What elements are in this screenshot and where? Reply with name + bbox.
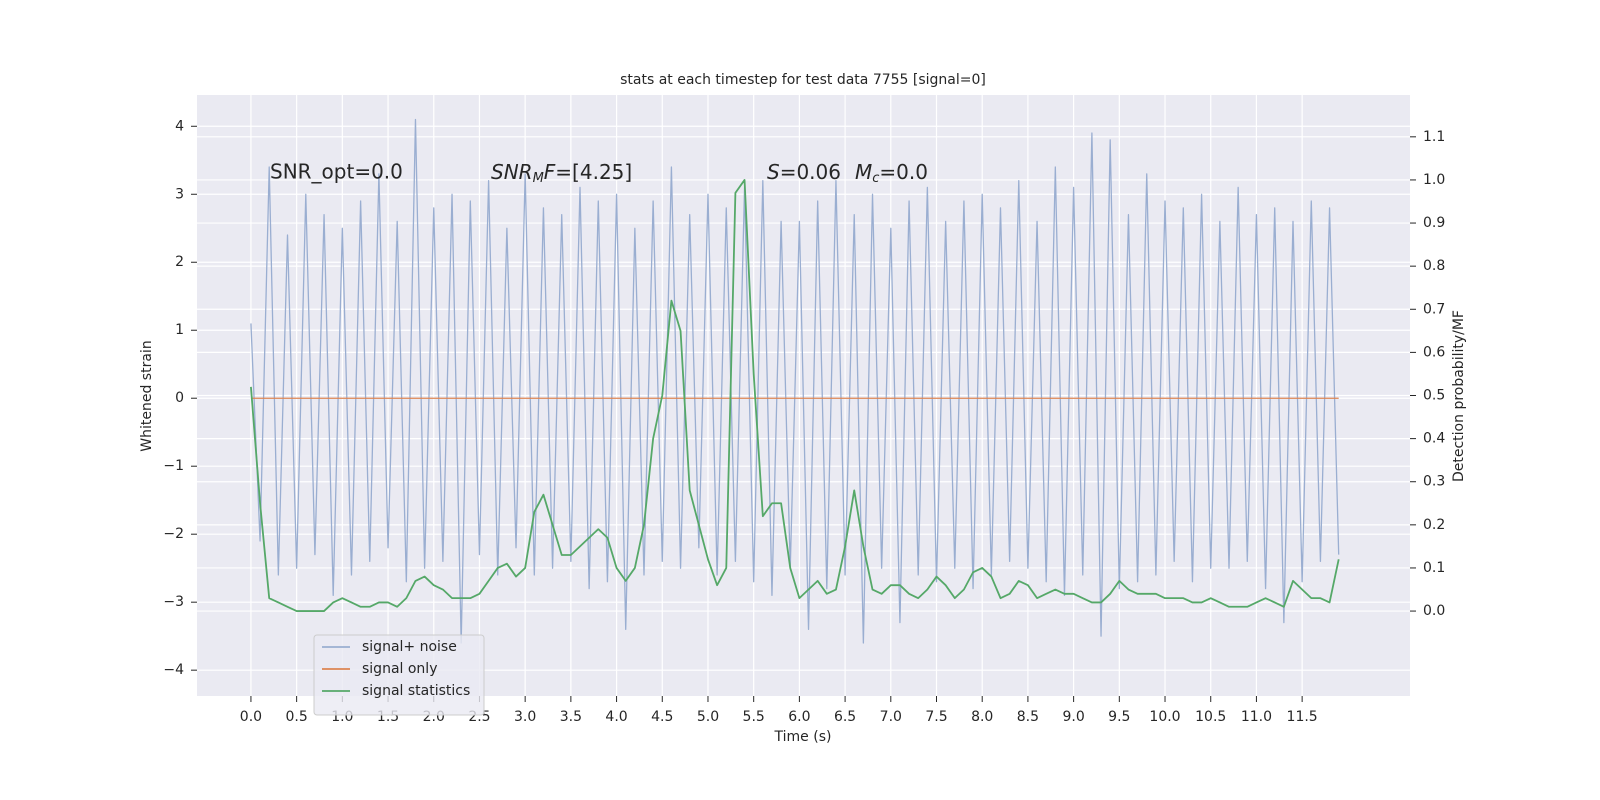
y2-tick-label: 0.6 [1423, 344, 1445, 360]
x-axis-label: Time (s) [774, 729, 832, 745]
annotation: SNR_opt=0.0 [270, 160, 403, 184]
annotation-part: F [544, 160, 556, 184]
y-tick-label: 2 [175, 254, 184, 270]
y2-tick-label: 0.1 [1423, 560, 1445, 576]
x-tick-label: 8.0 [971, 709, 993, 725]
x-tick-label: 5.5 [743, 709, 765, 725]
y2-tick-label: 1.0 [1423, 172, 1445, 188]
y2-tick-label: 0.8 [1423, 258, 1445, 274]
annotation-part: =0.0 [879, 160, 928, 184]
y-axis-label: Whitened strain [139, 340, 155, 451]
y-tick-label: −4 [163, 662, 184, 678]
y2-tick-label: 0.3 [1423, 474, 1445, 490]
y-tick-label: −3 [163, 594, 184, 610]
y2-tick-label: 0.5 [1423, 388, 1445, 404]
y2-tick-label: 1.1 [1423, 129, 1445, 145]
x-tick-label: 10.5 [1195, 709, 1226, 725]
y2-tick-label: 0.9 [1423, 215, 1445, 231]
x-tick-label: 7.5 [925, 709, 947, 725]
legend-label: signal only [362, 661, 437, 677]
x-tick-label: 4.5 [651, 709, 673, 725]
x-tick-label: 0.5 [286, 709, 308, 725]
y2-tick-label: 0.0 [1423, 603, 1445, 619]
annotation-part: =0.06 [780, 160, 841, 184]
y2-tick-label: 0.7 [1423, 301, 1445, 317]
x-tick-label: 11.5 [1287, 709, 1318, 725]
y2-tick-label: 0.4 [1423, 431, 1445, 447]
x-tick-label: 6.0 [788, 709, 810, 725]
annotation-part: M [855, 160, 872, 184]
x-tick-label: 9.5 [1108, 709, 1130, 725]
y2-axis-label: Detection probability/MF [1451, 310, 1467, 482]
annotation-part: =[4.25] [555, 160, 632, 184]
annotation-part: M [533, 171, 544, 186]
legend: signal+ noise signal only signal statistic… [313, 634, 485, 716]
y-tick-label: 0 [175, 390, 184, 406]
x-tick-label: 6.5 [834, 709, 856, 725]
annotation: S=0.06 Mc=0.0 [767, 160, 928, 186]
series-line [250, 118, 1340, 644]
x-tick-label: 5.0 [697, 709, 719, 725]
x-tick-label: 9.0 [1062, 709, 1084, 725]
x-tick-label: 3.0 [514, 709, 536, 725]
y-tick-label: −1 [163, 458, 184, 474]
x-tick-label: 10.0 [1149, 709, 1180, 725]
legend-box [313, 634, 485, 716]
chart-title: stats at each timestep for test data 775… [620, 72, 986, 88]
x-tick-label: 4.0 [605, 709, 627, 725]
y-tick-label: 1 [175, 322, 184, 338]
annotation-part: SNR [491, 160, 533, 184]
legend-label: signal+ noise [362, 639, 457, 655]
y-tick-label: 4 [175, 118, 184, 134]
series-line [250, 179, 1340, 612]
y2-tick-label: 0.2 [1423, 517, 1445, 533]
x-tick-label: 8.5 [1017, 709, 1039, 725]
x-tick-label: 0.0 [240, 709, 262, 725]
legend-label: signal statistics [362, 683, 470, 699]
y-tick-label: 3 [175, 186, 184, 202]
x-tick-label: 7.0 [880, 709, 902, 725]
annotation-part: S [767, 160, 780, 184]
y-tick-label: −2 [163, 526, 184, 542]
annotation: SNRMF=[4.25] [491, 160, 632, 186]
x-tick-label: 3.5 [560, 709, 582, 725]
annotation-part: c [872, 171, 879, 186]
x-tick-label: 11.0 [1241, 709, 1272, 725]
